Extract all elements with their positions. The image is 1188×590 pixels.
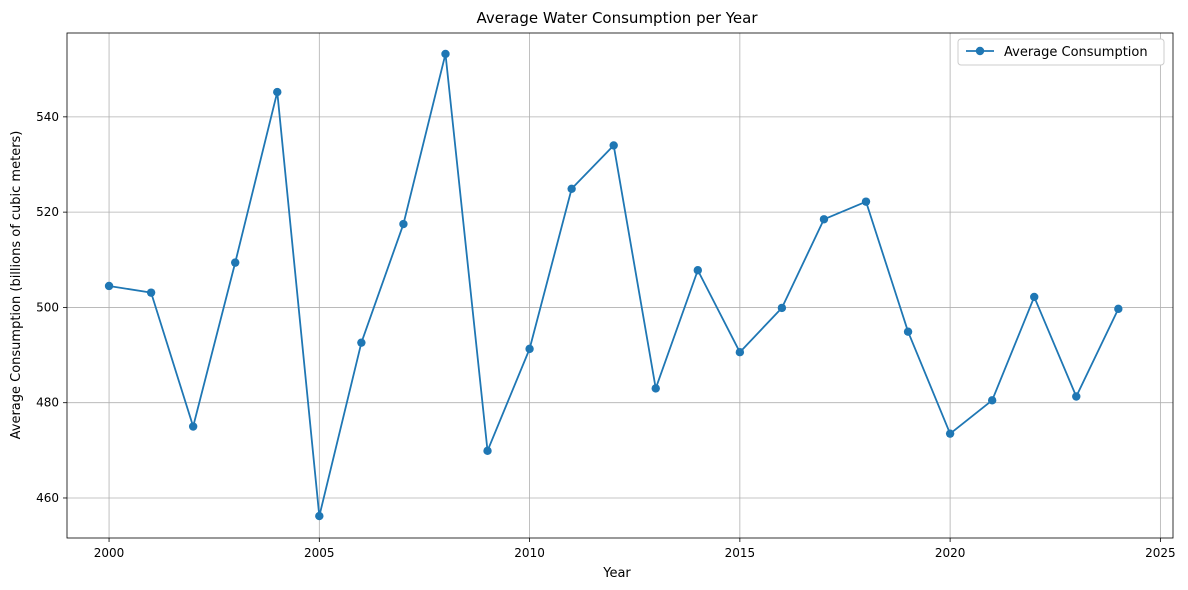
y-tick-label: 460 [36, 491, 59, 505]
x-tick-label: 2025 [1145, 546, 1176, 560]
y-axis-title: Average Consumption (billions of cubic m… [9, 131, 24, 440]
legend-box [957, 38, 1165, 66]
data-point [441, 49, 450, 59]
y-tick-label: 520 [36, 205, 59, 219]
data-point [987, 396, 997, 405]
data-point [861, 197, 871, 206]
x-tick-label: 2010 [514, 546, 545, 560]
data-point [1114, 304, 1123, 314]
data-point [693, 266, 702, 275]
data-point [609, 141, 618, 150]
data-point [104, 281, 114, 291]
data-point [231, 258, 240, 267]
data-point [273, 87, 282, 97]
legend-label: Average Consumption [1004, 45, 1148, 60]
legend: Average Consumption [957, 38, 1165, 66]
grid [67, 33, 1173, 538]
series-line [108, 53, 1120, 517]
data-point [903, 327, 913, 336]
x-tick-label: 2020 [935, 546, 966, 560]
data-point [735, 347, 745, 357]
chart-title: Average Water Consumption per Year [476, 9, 758, 27]
x-tick-label: 2005 [304, 546, 335, 560]
x-axis-title: Year [602, 566, 631, 581]
data-point [399, 219, 408, 229]
y-tick-label: 540 [36, 110, 59, 124]
x-tick-label: 2015 [725, 546, 756, 560]
y-tick-label: 500 [36, 300, 59, 314]
data-point [357, 338, 366, 347]
data-point [315, 511, 324, 521]
x-axis: 2000 2005 2010 2015 2020 2025 [94, 538, 1176, 560]
y-tick-label: 480 [36, 396, 59, 410]
data-point [567, 184, 576, 193]
legend-marker-swatch [975, 46, 985, 56]
data-point [945, 429, 955, 438]
data-point [525, 344, 534, 354]
plot-frame [66, 32, 1174, 539]
data-point [1072, 392, 1081, 401]
data-point [651, 384, 660, 393]
data-point [819, 215, 829, 224]
data-point [777, 303, 787, 313]
series-layer [104, 49, 1123, 521]
data-point [483, 446, 492, 456]
data-point [1030, 292, 1039, 302]
x-tick-label: 2000 [94, 546, 125, 560]
data-point [146, 288, 156, 297]
y-axis: 460 480 500 520 540 [36, 110, 67, 505]
data-point [188, 422, 198, 431]
